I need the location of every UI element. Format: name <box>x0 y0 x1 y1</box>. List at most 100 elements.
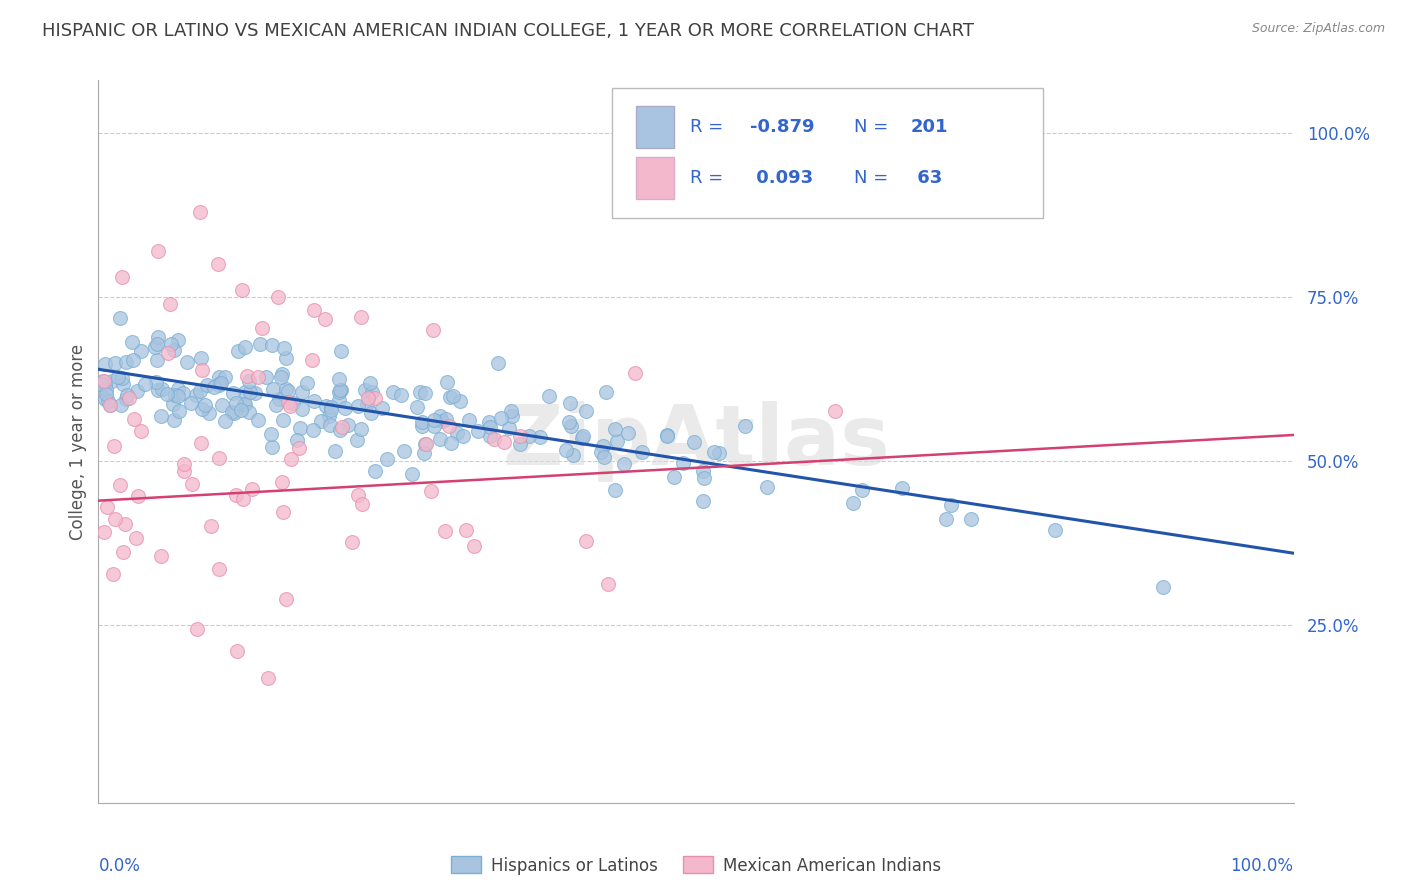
Point <box>315 399 337 413</box>
Point <box>197 406 219 420</box>
Point <box>657 428 679 442</box>
Text: R =: R = <box>690 118 728 136</box>
Point <box>262 382 284 396</box>
Point <box>707 446 730 460</box>
Point <box>208 369 231 384</box>
Point <box>560 418 582 433</box>
Point <box>226 643 249 657</box>
Point <box>90 376 112 391</box>
Point <box>125 531 148 545</box>
Point <box>111 270 134 285</box>
Point <box>302 303 325 318</box>
FancyBboxPatch shape <box>637 106 675 148</box>
Point <box>148 244 170 258</box>
Point <box>314 311 336 326</box>
Point <box>115 388 138 402</box>
Point <box>422 323 444 337</box>
Point <box>260 338 283 352</box>
Point <box>437 418 460 433</box>
Point <box>321 400 343 414</box>
Point <box>129 344 152 359</box>
Point <box>235 369 257 384</box>
Point <box>318 409 340 424</box>
Point <box>145 375 167 389</box>
Point <box>93 524 115 539</box>
Point <box>250 320 273 334</box>
Point <box>624 366 647 380</box>
Point <box>186 622 208 636</box>
Point <box>280 452 302 467</box>
Point <box>115 392 138 406</box>
Text: Source: ZipAtlas.com: Source: ZipAtlas.com <box>1251 22 1385 36</box>
Point <box>111 371 134 385</box>
Point <box>350 422 373 436</box>
Point <box>94 357 117 371</box>
Point <box>411 415 433 429</box>
Point <box>657 427 679 442</box>
Point <box>104 356 127 370</box>
Point <box>401 467 423 481</box>
Point <box>240 483 263 497</box>
Point <box>162 343 184 358</box>
Point <box>370 401 392 415</box>
Point <box>328 372 350 386</box>
Point <box>375 452 398 467</box>
Point <box>108 478 131 492</box>
Point <box>207 451 229 466</box>
Point <box>166 382 188 396</box>
Point <box>441 389 464 403</box>
Text: ZipAtlas: ZipAtlas <box>502 401 890 482</box>
Point <box>592 438 614 452</box>
Point <box>498 421 520 435</box>
Point <box>94 383 117 397</box>
Point <box>202 380 225 394</box>
Point <box>214 370 236 384</box>
Point <box>165 388 187 402</box>
Text: 0.093: 0.093 <box>749 169 813 187</box>
Point <box>256 671 278 685</box>
Point <box>509 429 531 443</box>
Point <box>302 394 325 409</box>
Point <box>406 400 429 414</box>
Text: HISPANIC OR LATINO VS MEXICAN AMERICAN INDIAN COLLEGE, 1 YEAR OR MORE CORRELATIO: HISPANIC OR LATINO VS MEXICAN AMERICAN I… <box>42 22 974 40</box>
Point <box>419 484 441 499</box>
Point <box>222 386 245 401</box>
Point <box>238 375 260 389</box>
Point <box>209 376 232 390</box>
Point <box>270 370 292 384</box>
Point <box>595 384 617 399</box>
Point <box>605 422 627 436</box>
Point <box>347 488 370 502</box>
Point <box>111 545 134 559</box>
Point <box>278 399 301 413</box>
Point <box>423 419 446 434</box>
Point <box>167 403 190 417</box>
Point <box>478 416 501 430</box>
Point <box>221 405 243 419</box>
Point <box>501 404 523 418</box>
Point <box>361 384 384 399</box>
Point <box>328 393 350 408</box>
Point <box>172 385 194 400</box>
Point <box>224 406 246 420</box>
Point <box>439 390 461 404</box>
Point <box>328 384 350 399</box>
Point <box>693 471 716 485</box>
Point <box>509 437 531 451</box>
Y-axis label: College, 1 year or more: College, 1 year or more <box>69 343 87 540</box>
Point <box>319 402 342 417</box>
Point <box>188 384 211 398</box>
Point <box>239 384 262 399</box>
Point <box>333 401 356 415</box>
Point <box>146 336 169 351</box>
Point <box>114 516 136 531</box>
Point <box>662 470 685 484</box>
Point <box>225 396 247 410</box>
Point <box>302 423 325 437</box>
Point <box>200 518 222 533</box>
Point <box>560 396 582 410</box>
Point <box>359 376 381 390</box>
Point <box>157 346 180 360</box>
Point <box>273 342 295 356</box>
Point <box>603 483 626 497</box>
